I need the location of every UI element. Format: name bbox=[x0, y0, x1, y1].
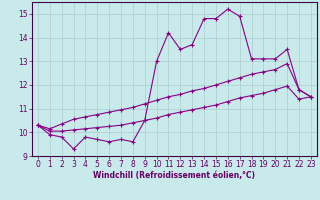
X-axis label: Windchill (Refroidissement éolien,°C): Windchill (Refroidissement éolien,°C) bbox=[93, 171, 255, 180]
